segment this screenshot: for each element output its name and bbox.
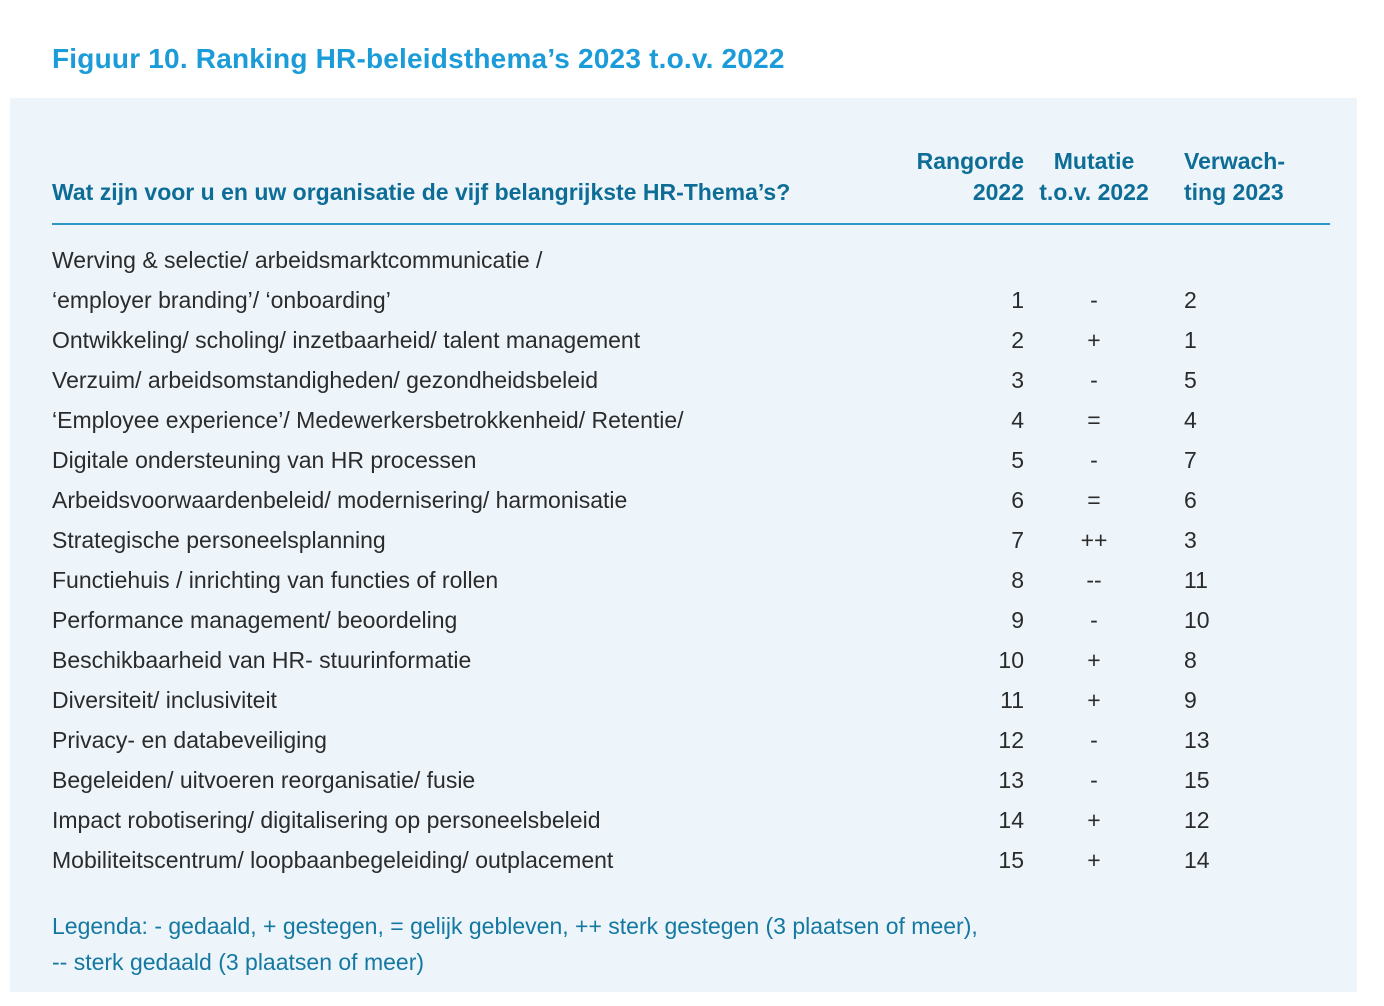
rangorde-cell: 3 [1011, 367, 1024, 393]
rangorde-cell: 15 [998, 847, 1024, 873]
table-row: Mobiliteitscentrum/ loopbaanbegeleiding/… [52, 840, 1330, 880]
theme-cell: Mobiliteitscentrum/ loopbaanbegeleiding/… [52, 847, 614, 873]
ranking-table: Wat zijn voor u en uw organisatie de vij… [52, 146, 1330, 980]
verwachting-cell: 9 [1184, 687, 1197, 713]
rangorde-cell: 9 [1011, 607, 1024, 633]
verwachting-cell: 2 [1184, 287, 1197, 313]
verwachting-cell: 15 [1184, 767, 1210, 793]
theme-cell: Privacy- en databeveiliging [52, 727, 327, 753]
mutatie-cell: + [1087, 807, 1101, 833]
column-header-mutatie: Mutatie t.o.v. 2022 [1024, 146, 1164, 208]
theme-cell: Werving & selectie/ arbeidsmarktcommunic… [52, 240, 904, 320]
table-panel: Wat zijn voor u en uw organisatie de vij… [10, 98, 1357, 992]
table-row: Performance management/ beoordeling 9 - … [52, 600, 1330, 640]
legend: Legenda: - gedaald, + gestegen, = gelijk… [52, 908, 1330, 980]
table-row: Beschikbaarheid van HR- stuurinformatie … [52, 640, 1330, 680]
mutatie-cell: + [1087, 647, 1101, 673]
legend-line: Legenda: - gedaald, + gestegen, = gelijk… [52, 913, 978, 939]
rangorde-cell: 14 [998, 807, 1024, 833]
table-row: Strategische personeelsplanning 7 ++ 3 [52, 520, 1330, 560]
verwachting-cell: 12 [1184, 807, 1210, 833]
mutatie-cell: = [1087, 487, 1101, 513]
table-row: Diversiteit/ inclusiviteit 11 + 9 [52, 680, 1330, 720]
mutatie-cell: + [1087, 847, 1101, 873]
verwachting-cell: 8 [1184, 647, 1197, 673]
table-header: Wat zijn voor u en uw organisatie de vij… [52, 146, 1330, 208]
table-rows: Werving & selectie/ arbeidsmarktcommunic… [52, 240, 1330, 880]
verwachting-cell: 6 [1184, 487, 1197, 513]
theme-line: Werving & selectie/ arbeidsmarktcommunic… [52, 247, 543, 273]
mutatie-cell: - [1090, 607, 1098, 633]
column-header-line: Rangorde [916, 148, 1024, 174]
table-row: Arbeidsvoorwaardenbeleid/ modernisering/… [52, 480, 1330, 520]
table-row: Werving & selectie/ arbeidsmarktcommunic… [52, 240, 1330, 320]
verwachting-cell: 10 [1184, 607, 1210, 633]
table-row: Privacy- en databeveiliging 12 - 13 [52, 720, 1330, 760]
verwachting-cell: 13 [1184, 727, 1210, 753]
table-row: Functiehuis / inrichting van functies of… [52, 560, 1330, 600]
rangorde-cell: 8 [1011, 567, 1024, 593]
theme-cell: Begeleiden/ uitvoeren reorganisatie/ fus… [52, 767, 476, 793]
verwachting-cell: 14 [1184, 847, 1210, 873]
table-question: Wat zijn voor u en uw organisatie de vij… [52, 179, 791, 205]
mutatie-cell: - [1090, 727, 1098, 753]
column-header-rangorde-2022: Rangorde 2022 [904, 146, 1024, 208]
table-row: Verzuim/ arbeidsomstandigheden/ gezondhe… [52, 360, 1330, 400]
mutatie-cell: - [1090, 447, 1098, 473]
theme-cell: Performance management/ beoordeling [52, 607, 458, 633]
table-row: Impact robotisering/ digitalisering op p… [52, 800, 1330, 840]
mutatie-cell: ++ [1080, 527, 1108, 553]
table-row: Begeleiden/ uitvoeren reorganisatie/ fus… [52, 760, 1330, 800]
mutatie-cell: = [1087, 407, 1101, 433]
mutatie-cell: - [1090, 367, 1098, 393]
theme-line: ‘employer branding’/ ‘onboarding’ [52, 287, 391, 313]
theme-cell: Verzuim/ arbeidsomstandigheden/ gezondhe… [52, 367, 598, 393]
table-row: Digitale ondersteuning van HR processen … [52, 440, 1330, 480]
theme-cell: Digitale ondersteuning van HR processen [52, 447, 477, 473]
rangorde-cell: 13 [998, 767, 1024, 793]
theme-cell: Diversiteit/ inclusiviteit [52, 687, 277, 713]
column-header-line: 2022 [972, 179, 1024, 205]
mutatie-cell: + [1087, 687, 1101, 713]
rangorde-cell: 10 [998, 647, 1024, 673]
column-header-line: t.o.v. 2022 [1039, 179, 1149, 205]
theme-cell: ‘Employee experience’/ Medewerkersbetrok… [52, 407, 684, 433]
rangorde-cell: 6 [1011, 487, 1024, 513]
rangorde-cell: 4 [1011, 407, 1024, 433]
rangorde-cell: 12 [998, 727, 1024, 753]
verwachting-cell: 1 [1184, 327, 1197, 353]
verwachting-cell: 5 [1184, 367, 1197, 393]
verwachting-cell: 3 [1184, 527, 1197, 553]
rangorde-cell: 11 [1000, 687, 1024, 713]
verwachting-cell: 7 [1184, 447, 1197, 473]
verwachting-cell: 11 [1184, 567, 1208, 593]
theme-cell: Ontwikkeling/ scholing/ inzetbaarheid/ t… [52, 327, 641, 353]
table-row: Ontwikkeling/ scholing/ inzetbaarheid/ t… [52, 320, 1330, 360]
mutatie-cell: -- [1086, 567, 1102, 593]
column-header-line: Mutatie [1053, 148, 1135, 174]
mutatie-cell: + [1087, 327, 1101, 353]
table-row: ‘Employee experience’/ Medewerkersbetrok… [52, 400, 1330, 440]
theme-cell: Beschikbaarheid van HR- stuurinformatie [52, 647, 472, 673]
column-header-line: ting 2023 [1184, 179, 1284, 205]
rangorde-cell: 2 [1011, 327, 1024, 353]
theme-cell: Functiehuis / inrichting van functies of… [52, 567, 499, 593]
rangorde-cell: 1 [1011, 287, 1024, 313]
theme-cell: Impact robotisering/ digitalisering op p… [52, 807, 601, 833]
mutatie-cell: - [1090, 767, 1098, 793]
column-header-line: Verwach- [1184, 148, 1285, 174]
header-divider [52, 223, 1330, 225]
legend-line: -- sterk gedaald (3 plaatsen of meer) [52, 949, 425, 975]
figure-title: Figuur 10. Ranking HR-beleidsthema’s 202… [52, 43, 785, 74]
theme-cell: Strategische personeelsplanning [52, 527, 386, 553]
column-header-verwachting-2023: Verwach- ting 2023 [1164, 146, 1330, 208]
rangorde-cell: 7 [1011, 527, 1024, 553]
theme-cell: Arbeidsvoorwaardenbeleid/ modernisering/… [52, 487, 628, 513]
mutatie-cell: - [1090, 287, 1098, 313]
rangorde-cell: 5 [1011, 447, 1024, 473]
verwachting-cell: 4 [1184, 407, 1197, 433]
